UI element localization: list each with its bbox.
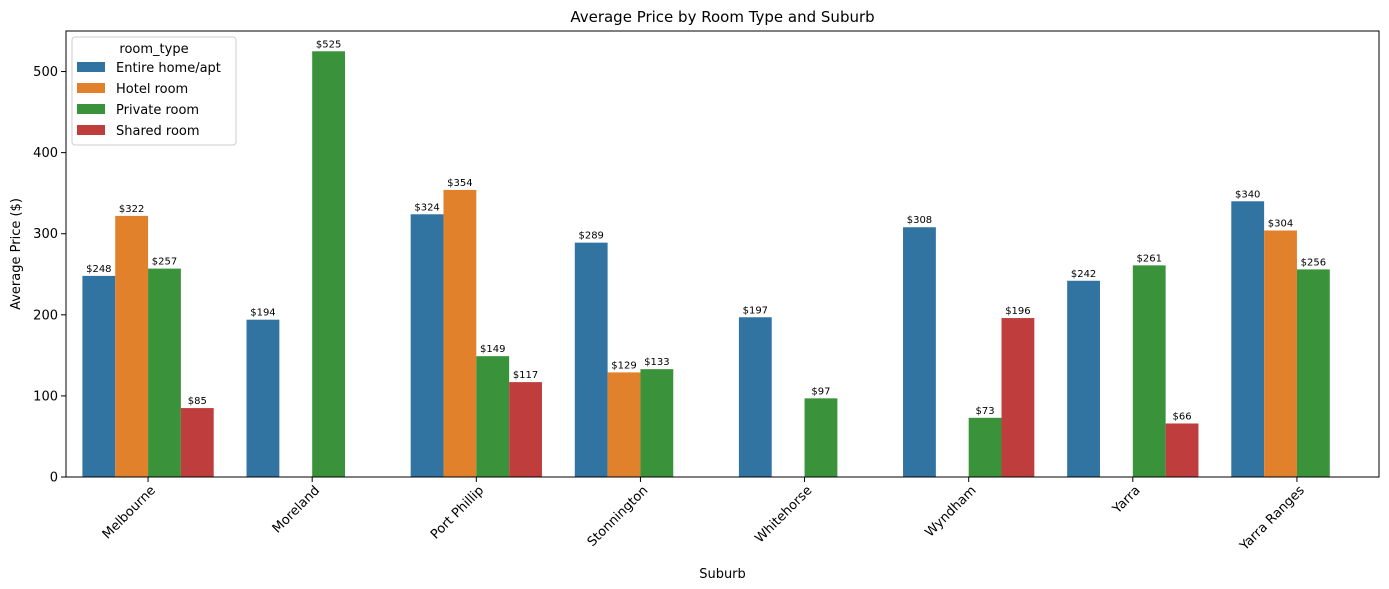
legend-label: Private room [116, 103, 199, 118]
bars-group [82, 51, 1330, 478]
x-tick-label: Moreland [270, 483, 323, 536]
bar [148, 268, 181, 477]
bar [903, 227, 936, 477]
x-axis-label: Suburb [699, 567, 746, 582]
x-tick-label: Whitehorse [752, 483, 815, 546]
legend-swatch [77, 62, 105, 72]
y-tick-label: 200 [33, 308, 58, 323]
data-label: $289 [578, 231, 603, 242]
bar [410, 214, 444, 478]
bar [1165, 423, 1199, 477]
legend-swatch [77, 104, 105, 114]
x-tick-label: Yarra [1109, 483, 1143, 517]
legend-swatch [77, 125, 105, 135]
bar [1264, 230, 1297, 477]
data-label: $257 [152, 257, 177, 268]
bar [1132, 265, 1166, 477]
x-tick-label: Stonnington [585, 483, 652, 550]
legend-title: room_type [119, 42, 188, 57]
data-label: $261 [1136, 253, 1161, 264]
x-tick-label: Port Phillip [428, 483, 487, 542]
y-tick-label: 0 [50, 471, 58, 486]
bar [738, 317, 772, 477]
data-label: $256 [1301, 257, 1326, 268]
bar [180, 408, 214, 477]
data-label: $97 [811, 386, 830, 397]
bar [509, 382, 542, 477]
data-label: $197 [743, 305, 768, 316]
data-label: $133 [644, 357, 669, 368]
legend: room_type Entire home/apt Hotel room Priva… [71, 36, 237, 146]
data-label: $308 [907, 215, 932, 226]
data-label: $248 [86, 264, 111, 275]
data-label: $322 [119, 204, 144, 215]
data-label: $66 [1173, 411, 1192, 422]
data-label: $85 [188, 396, 207, 407]
bar [443, 189, 477, 478]
bar [1067, 280, 1100, 477]
bar [640, 369, 674, 477]
y-tick-label: 500 [33, 65, 58, 80]
data-label: $304 [1268, 218, 1293, 229]
legend-label: Entire home/apt [116, 61, 221, 76]
y-axis-label: Average Price ($) [9, 198, 24, 310]
data-label: $149 [480, 344, 505, 355]
data-label: $324 [414, 202, 439, 213]
legend-label: Hotel room [116, 82, 188, 97]
y-tick-label: 300 [33, 227, 58, 242]
bar [115, 215, 149, 477]
data-label: $194 [250, 308, 275, 319]
bar [804, 398, 838, 477]
data-label: $196 [1005, 306, 1030, 317]
chart-title: Average Price by Room Type and Suburb [570, 8, 874, 26]
data-labels-group: $248 $194 $324 $289 $197 $308 $242 $340 $322 $354… [86, 39, 1326, 422]
bar [1231, 201, 1265, 478]
bar [246, 319, 280, 477]
y-tick-label: 400 [33, 146, 58, 161]
bar [607, 372, 641, 477]
bar [1001, 318, 1035, 477]
bar [312, 51, 346, 477]
y-tick-label: 100 [33, 389, 58, 404]
x-tick-label: Yarra Ranges [1237, 483, 1308, 554]
data-label: $129 [611, 360, 636, 371]
bar [1296, 269, 1330, 477]
data-label: $340 [1235, 189, 1260, 200]
bar [968, 417, 1002, 477]
x-tick-label: Melbourne [100, 483, 159, 542]
data-label: $117 [513, 370, 538, 381]
bar [574, 242, 608, 477]
legend-label: Shared room [116, 124, 200, 139]
data-label: $354 [447, 178, 472, 189]
plot-frame [65, 30, 1380, 478]
x-axis: Melbourne Moreland Port Phillip Stonnington… [100, 477, 1308, 554]
legend-items: Entire home/apt Hotel room Private room Sha… [77, 61, 221, 139]
x-tick-label: Wyndham [922, 483, 979, 540]
y-axis: 0 100 200 300 400 500 [33, 65, 66, 486]
bar [82, 275, 116, 477]
data-label: $242 [1071, 269, 1096, 280]
data-label: $525 [316, 39, 341, 50]
bar [476, 356, 510, 477]
data-label: $73 [976, 406, 995, 417]
legend-box [71, 36, 237, 146]
legend-swatch [77, 83, 105, 93]
